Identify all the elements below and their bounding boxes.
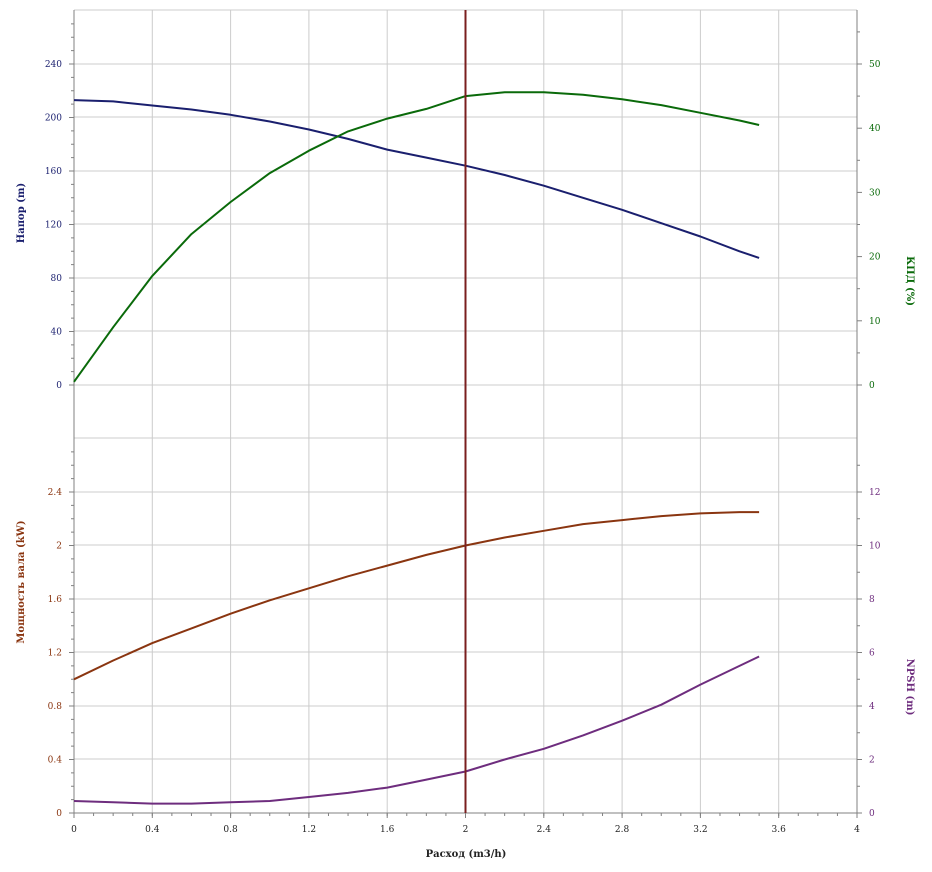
x-tick-label: 2 — [463, 825, 469, 835]
series-line-power — [73, 511, 760, 681]
y-left-tick-label: 80 — [51, 274, 63, 284]
y-right-tick-label: 12 — [869, 488, 880, 498]
y-right-tick-label: 40 — [869, 124, 881, 134]
y-right-tick-label: 0 — [869, 809, 875, 819]
x-tick-label: 4 — [854, 825, 860, 835]
y-left-axis-title: Напор (m) — [16, 183, 27, 243]
y-left-tick-label: 2 — [56, 542, 62, 552]
y-right-tick-label: 50 — [869, 60, 881, 70]
x-tick-label: 1.2 — [302, 825, 316, 835]
y-right-tick-label: 8 — [869, 595, 875, 605]
y-right-tick-label: 4 — [869, 702, 875, 712]
labels: 0 0.4 0.8 1.2 1.6 2 2.4 2.8 3.2 3.6 40408012016020… — [16, 60, 915, 835]
series-line-head — [73, 99, 760, 259]
y-left-tick-label: 0 — [56, 809, 62, 819]
x-tick-label: 0.8 — [223, 825, 238, 835]
y-right-axis-title: NPSH (m) — [904, 659, 915, 716]
y-right-tick-label: 20 — [869, 253, 881, 263]
y-right-tick-label: 10 — [869, 542, 881, 552]
y-left-tick-label: 0.8 — [48, 702, 63, 712]
series-line-npsh — [73, 655, 760, 805]
series — [73, 91, 760, 805]
x-axis-title: Расход (m3/h) — [426, 849, 507, 860]
y-right-tick-label: 10 — [869, 317, 881, 327]
x-tick-label: 0 — [71, 825, 77, 835]
x-tick-label: 2.8 — [615, 825, 630, 835]
y-right-tick-label: 2 — [869, 756, 875, 766]
y-right-tick-label: 6 — [869, 649, 875, 659]
x-tick-label: 0.4 — [145, 825, 160, 835]
x-tick-label: 2.4 — [537, 825, 552, 835]
y-left-tick-label: 160 — [45, 167, 62, 177]
y-left-tick-label: 1.2 — [48, 649, 62, 659]
y-left-tick-label: 0.4 — [48, 756, 63, 766]
y-left-tick-label: 0 — [56, 381, 62, 391]
y-left-tick-label: 2.4 — [48, 488, 63, 498]
y-right-axis-title: КПД (%) — [904, 256, 915, 306]
x-tick-label: 3.6 — [772, 825, 787, 835]
x-tick-label: 1.6 — [380, 825, 395, 835]
y-left-axis-title: Мощность вала (kW) — [16, 520, 27, 643]
y-left-tick-label: 200 — [45, 114, 62, 124]
x-tick-label: 3.2 — [693, 825, 707, 835]
y-left-tick-label: 120 — [45, 221, 62, 231]
y-left-tick-label: 40 — [51, 328, 63, 338]
y-left-tick-label: 240 — [45, 60, 62, 70]
y-right-tick-label: 30 — [869, 188, 881, 198]
series-line-eff — [73, 91, 760, 383]
y-left-tick-label: 1.6 — [48, 595, 63, 605]
y-right-tick-label: 0 — [869, 381, 875, 391]
